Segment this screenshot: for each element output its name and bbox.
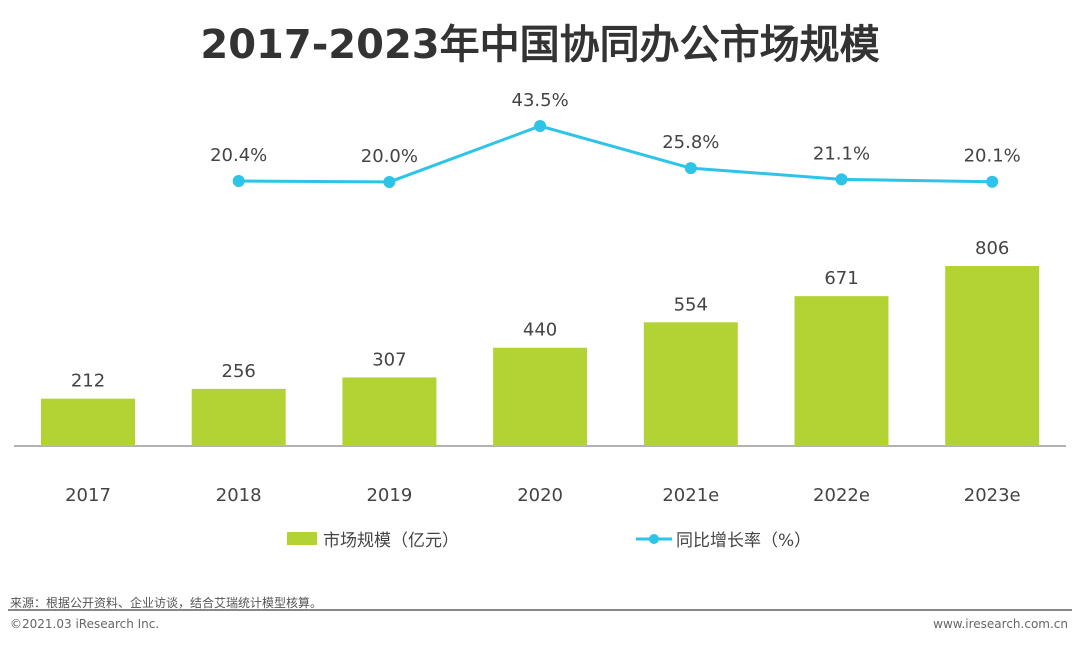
growth-value-label: 20.1% [964, 146, 1021, 167]
growth-value-label: 21.1% [813, 143, 870, 164]
growth-point [835, 173, 848, 186]
legend-bar-label: 市场规模（亿元） [323, 531, 459, 551]
growth-point [534, 120, 547, 133]
x-tick-label: 2020 [517, 485, 563, 506]
bar-value-label: 307 [372, 349, 406, 370]
bar [493, 347, 588, 446]
footer-divider [8, 609, 1072, 611]
legend-line-swatch [636, 533, 672, 544]
bar-value-label: 440 [523, 320, 557, 341]
bar [945, 266, 1040, 446]
legend-line-label: 同比增长率（%） [676, 531, 812, 551]
chart-title: 2017-2023年中国协同办公市场规模 [200, 22, 880, 68]
growth-point [232, 175, 245, 187]
bar-value-label: 212 [71, 371, 105, 392]
bar-value-label: 806 [975, 238, 1009, 259]
bar-value-label: 671 [824, 268, 858, 289]
growth-value-label: 20.4% [210, 145, 267, 166]
growth-value-label: 20.0% [361, 146, 418, 167]
bar [643, 322, 738, 446]
x-tick-label: 2017 [65, 485, 111, 506]
growth-point [383, 175, 396, 188]
legend-item-bar: 市场规模（亿元） [287, 526, 459, 551]
x-tick-label: 2019 [366, 485, 412, 506]
growth-line [238, 124, 993, 184]
copyright: ©2021.03 iResearch Inc. [10, 617, 160, 631]
bar [191, 388, 286, 446]
growth-point [986, 175, 999, 188]
growth-value-label: 25.8% [662, 132, 719, 153]
chart-plot: 212 2017 256 2018 307 2019 440 2020 554 2021e 671 2… [14, 90, 1066, 506]
x-tick-label: 2022e [813, 485, 870, 506]
bar [342, 377, 437, 446]
bar [794, 296, 889, 446]
x-tick-label: 2023e [964, 485, 1021, 506]
growth-point [684, 162, 697, 175]
bar [41, 398, 135, 446]
website-link[interactable]: www.iresearch.com.cn [933, 617, 1068, 631]
legend-bar-swatch [287, 532, 317, 545]
source-note: 来源：根据公开资料、企业访谈，结合艾瑞统计模型核算。 [10, 596, 323, 610]
x-tick-label: 2018 [216, 485, 262, 506]
bar-value-label: 554 [674, 294, 708, 315]
growth-value-label: 43.5% [512, 90, 569, 111]
legend-item-line: 同比增长率（%） [636, 526, 811, 551]
x-tick-label: 2021e [662, 485, 719, 506]
bar-value-label: 256 [222, 361, 256, 382]
